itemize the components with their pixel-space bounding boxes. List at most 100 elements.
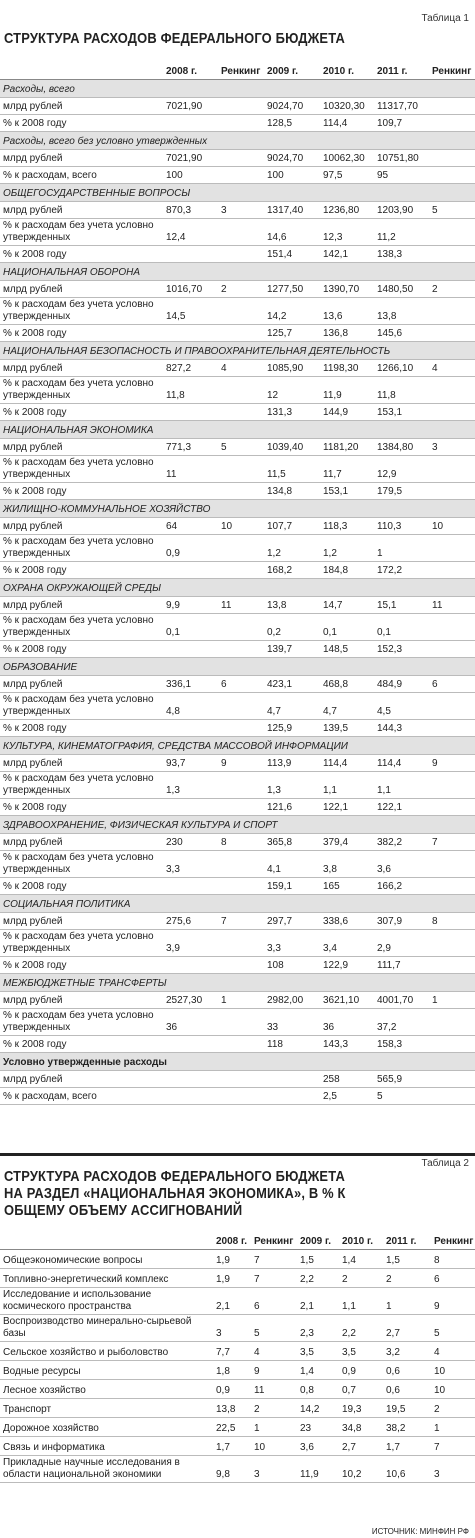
cell: 184,8 xyxy=(320,561,374,579)
section-row: СОЦИАЛЬНАЯ ПОЛИТИКА xyxy=(0,894,475,913)
row-label: млрд рублей xyxy=(0,833,163,851)
table-row: % к 2008 году 134,8 153,1 179,5 xyxy=(0,482,475,500)
cell xyxy=(429,692,475,720)
cell: 9 xyxy=(431,1287,475,1315)
section-row: Условно утвержденные расходы xyxy=(0,1052,475,1071)
cell: 179,5 xyxy=(374,482,429,500)
table-row: Воспроизводство минерально-сырьевой базы… xyxy=(0,1314,475,1342)
table-row: Топливно-энергетический комплекс 1,9 7 2,2 2… xyxy=(0,1268,475,1288)
cell: 2,7 xyxy=(383,1314,431,1342)
table-row: Сельское хозяйство и рыболовство 7,7 4 3,5 3… xyxy=(0,1341,475,1361)
cell: 3 xyxy=(431,1455,475,1483)
table-row: % к 2008 году 139,7 148,5 152,3 xyxy=(0,640,475,658)
cell: 2,2 xyxy=(297,1268,339,1288)
row-label: % к 2008 году xyxy=(0,877,163,895)
table-row: % к 2008 году 131,3 144,9 153,1 xyxy=(0,403,475,421)
row-label: % к расходам без учета условно утвержден… xyxy=(0,218,163,246)
cell: 2,1 xyxy=(297,1287,339,1315)
row-label: % к расходам, всего xyxy=(0,166,163,184)
section-title: Расходы, всего без условно утвержденных xyxy=(0,131,475,150)
row-label: млрд рублей xyxy=(0,359,163,377)
cell xyxy=(163,1087,218,1105)
cell: 34,8 xyxy=(339,1417,383,1437)
cell: 118,3 xyxy=(320,517,374,535)
cell: 8 xyxy=(218,833,264,851)
cell: 2,9 xyxy=(374,929,429,957)
table-row: % к расходам без учета условно утвержден… xyxy=(0,376,475,404)
table-title: СТРУКТУРА РАСХОДОВ ФЕДЕРАЛЬНОГО БЮДЖЕТА xyxy=(4,30,345,47)
cell: 5 xyxy=(218,438,264,456)
cell: 771,3 xyxy=(163,438,218,456)
section-row: НАЦИОНАЛЬНАЯ ОБОРОНА xyxy=(0,262,475,281)
cell: 484,9 xyxy=(374,675,429,693)
cell: 365,8 xyxy=(264,833,320,851)
row-label: % к расходам без учета условно утвержден… xyxy=(0,376,163,404)
cell: 7 xyxy=(429,833,475,851)
cell: 3,4 xyxy=(320,929,374,957)
cell: 1 xyxy=(383,1287,431,1315)
cell: 5 xyxy=(429,201,475,219)
cell xyxy=(429,324,475,342)
section-title: НАЦИОНАЛЬНАЯ БЕЗОПАСНОСТЬ И ПРАВООХРАНИТ… xyxy=(0,341,475,360)
cell: 166,2 xyxy=(374,877,429,895)
cell: 10 xyxy=(218,517,264,535)
section-row: ЗДРАВООХРАНЕНИЕ, ФИЗИЧЕСКАЯ КУЛЬТУРА И С… xyxy=(0,815,475,834)
section-row: Расходы, всего xyxy=(0,79,475,98)
cell: 1203,90 xyxy=(374,201,429,219)
cell: 13,8 xyxy=(213,1398,251,1418)
cell xyxy=(163,719,218,737)
table-row: млрд рублей 9,9 11 13,8 14,7 15,1 11 xyxy=(0,596,475,614)
cell: 125,7 xyxy=(264,324,320,342)
cell: 158,3 xyxy=(374,1035,429,1053)
cell: 9024,70 xyxy=(264,149,320,167)
cell: 139,7 xyxy=(264,640,320,658)
cell: 1317,40 xyxy=(264,201,320,219)
cell: 95 xyxy=(374,166,429,184)
cell: 136,8 xyxy=(320,324,374,342)
table-row: % к расходам без учета условно утвержден… xyxy=(0,850,475,878)
cell xyxy=(429,798,475,816)
cell: 1039,40 xyxy=(264,438,320,456)
cell xyxy=(264,1070,320,1088)
table-row: млрд рублей 827,2 4 1085,90 1198,30 1266,10 4 xyxy=(0,359,475,377)
cell: 19,5 xyxy=(383,1398,431,1418)
cell: 2009 г. xyxy=(297,1232,339,1250)
cell: 5 xyxy=(431,1314,475,1342)
cell: 172,2 xyxy=(374,561,429,579)
row-label: % к расходам без учета условно утвержден… xyxy=(0,455,163,483)
table-row: % к 2008 году 121,6 122,1 122,1 xyxy=(0,798,475,816)
row-label: Топливно-энергетический комплекс xyxy=(0,1268,213,1288)
cell: 4,8 xyxy=(163,692,218,720)
cell: 7 xyxy=(218,912,264,930)
cell: 6 xyxy=(218,675,264,693)
cell xyxy=(218,771,264,799)
cell: 134,8 xyxy=(264,482,320,500)
row-label: Связь и информатика xyxy=(0,1436,213,1456)
cell: 151,4 xyxy=(264,245,320,263)
cell: 10320,30 xyxy=(320,97,374,115)
cell: 93,7 xyxy=(163,754,218,772)
cell: 10,2 xyxy=(339,1455,383,1483)
cell: 7 xyxy=(251,1249,297,1269)
cell: 4,1 xyxy=(264,850,320,878)
cell: 12,4 xyxy=(163,218,218,246)
cell: 139,5 xyxy=(320,719,374,737)
cell xyxy=(163,324,218,342)
cell: 3,6 xyxy=(297,1436,339,1456)
cell: 6 xyxy=(251,1287,297,1315)
cell: 5 xyxy=(251,1314,297,1342)
table-row: % к расходам без учета условно утвержден… xyxy=(0,534,475,562)
cell: 144,9 xyxy=(320,403,374,421)
row-label: % к 2008 году xyxy=(0,561,163,579)
table-row: млрд рублей 64 10 107,7 118,3 110,3 10 xyxy=(0,517,475,535)
cell: 338,6 xyxy=(320,912,374,930)
cell: 168,2 xyxy=(264,561,320,579)
cell: 379,4 xyxy=(320,833,374,851)
cell: 1016,70 xyxy=(163,280,218,298)
cell: 1390,70 xyxy=(320,280,374,298)
cell xyxy=(218,692,264,720)
cell xyxy=(429,561,475,579)
cell: 7 xyxy=(251,1268,297,1288)
cell: 145,6 xyxy=(374,324,429,342)
cell xyxy=(218,114,264,132)
